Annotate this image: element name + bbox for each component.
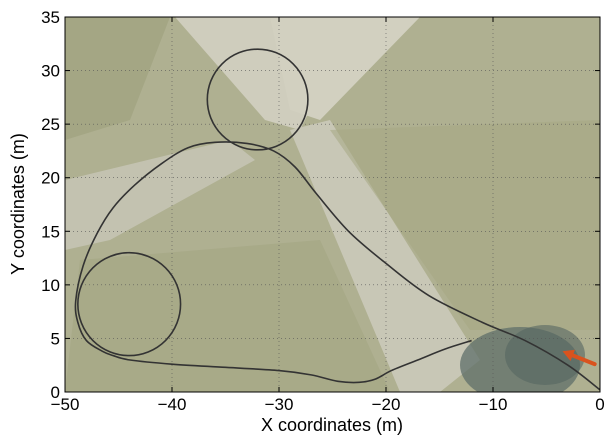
y-tick-label: 0 [51,383,60,402]
plot-frame [64,16,601,393]
x-tick-label: 0 [595,395,604,414]
x-tick-label: −10 [479,395,508,414]
y-tick-label: 5 [51,329,60,348]
circle-maneuver [206,48,309,151]
y-tick-label: 35 [41,8,60,27]
direction-arrow-shaft [566,351,597,367]
x-tick-label: −50 [51,395,80,414]
circle-maneuver [77,251,182,357]
trajectory-line [74,141,600,391]
direction-arrow-head [562,349,575,361]
y-tick-label: 25 [41,115,60,134]
y-tick-label: 30 [41,62,60,81]
y-tick-label: 10 [41,276,60,295]
x-axis-label: X coordinates (m) [261,415,403,435]
x-tick-label: −30 [265,395,294,414]
y-tick-label: 20 [41,169,60,188]
y-axis-label: Y coordinates (m) [8,133,28,275]
x-tick-label: −40 [158,395,187,414]
aerial-photo-background [65,17,600,392]
x-tick-label: −20 [372,395,401,414]
y-tick-label: 15 [41,222,60,241]
axis-ticks: −50 −40 −30 −20 −10 0 0 5 10 15 20 25 30 35 [41,8,605,414]
trajectory-layer [74,48,600,391]
